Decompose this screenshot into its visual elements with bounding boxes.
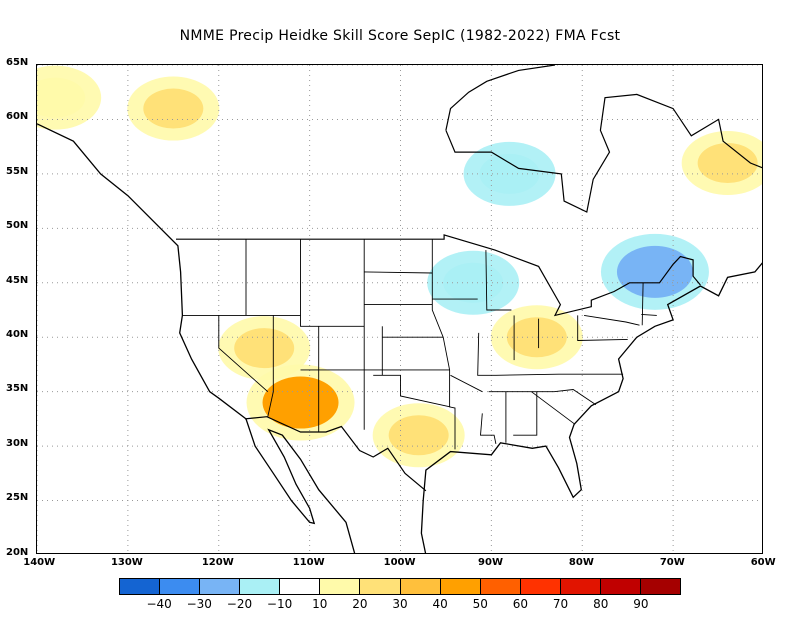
latitude-label: 40N: [6, 329, 29, 340]
state-boundary: [531, 391, 576, 425]
latitude-label: 60N: [6, 111, 29, 123]
southwest-us-positive: [262, 376, 339, 429]
latitude-label: 35N: [6, 383, 29, 395]
colorbar-swatch: [641, 579, 681, 594]
state-boundary: [641, 282, 644, 326]
west-coastline: [37, 123, 356, 553]
quebec-negative: [616, 245, 693, 298]
colorbar: [119, 578, 681, 595]
colorbar-tick-label: −20: [226, 597, 253, 611]
colorbar-swatch: [440, 579, 481, 594]
longitude-label: 110W: [292, 557, 325, 568]
state-boundary: [267, 315, 274, 417]
colorbar-tick-label: 60: [512, 597, 529, 611]
colorbar-swatch: [600, 579, 642, 594]
latitude-label: 20N: [6, 546, 29, 558]
colorbar-tick-label: 20: [352, 597, 368, 611]
colorbar-tick-label: 40: [432, 597, 448, 611]
great-lakes-negative: [443, 262, 504, 303]
colorbar-swatch: [240, 579, 281, 594]
great-basin-positive: [234, 328, 295, 369]
hudson-bay-negative: [479, 153, 540, 194]
longitude-label: 90W: [478, 557, 503, 568]
state-boundary: [373, 374, 451, 408]
latitude-label: 25N: [6, 492, 29, 504]
colorbar-tick-label: 30: [392, 597, 408, 611]
colorbar-tick-label: −30: [186, 597, 212, 611]
colorbar-tick-label: 10: [312, 597, 328, 611]
hudson-bay-coast: [445, 93, 762, 213]
longitude-label: 140W: [23, 557, 56, 568]
map-panel: [36, 64, 763, 554]
longitude-label: 70W: [659, 557, 685, 568]
hudson-bay-west-coast: [445, 65, 556, 131]
state-boundary: [300, 239, 365, 327]
state-boundary: [364, 271, 433, 274]
state-boundary: [513, 391, 538, 436]
state-boundary: [480, 413, 497, 444]
texas-positive: [388, 415, 449, 456]
latitude-label: 65N: [6, 57, 29, 68]
ohio-valley-positive: [506, 317, 567, 358]
state-boundary: [431, 239, 456, 450]
colorbar-tick-label: −40: [146, 597, 172, 611]
colorbar-tick-label: −10: [266, 597, 293, 611]
us-canada-border: [176, 234, 701, 317]
state-boundary: [477, 332, 624, 376]
map-title: NMME Precip Heidke Skill Score SepIC (19…: [179, 28, 621, 44]
alaska-positive: [37, 77, 86, 118]
colorbar-tick-label: 50: [472, 597, 488, 611]
colorbar-swatch: [400, 579, 441, 594]
colorbar-tick-label: 90: [633, 597, 649, 611]
precip-skill-map: [37, 65, 762, 553]
colorbar-swatch: [480, 579, 521, 594]
colorbar-swatch: [120, 579, 161, 594]
state-boundary: [450, 374, 483, 393]
longitude-label: 130W: [110, 557, 143, 568]
state-boundary: [218, 315, 269, 393]
colorbar-swatch: [360, 579, 401, 594]
east-coastline: [420, 262, 762, 553]
colorbar-swatch: [160, 579, 201, 594]
colorbar-swatch: [320, 579, 361, 594]
longitude-label: 60W: [750, 557, 776, 568]
latitude-label: 45N: [6, 274, 29, 286]
colorbar-tick-label: 70: [552, 597, 569, 611]
longitude-label: 80W: [568, 557, 594, 568]
us-mexico-border: [245, 416, 427, 492]
latitude-label: 50N: [6, 220, 29, 232]
latitude-label: 55N: [6, 165, 29, 177]
state-boundary: [485, 250, 512, 311]
longitude-label: 120W: [201, 557, 234, 568]
colorbar-swatch: [520, 579, 561, 594]
colorbar-swatch: [560, 579, 601, 594]
yukon-positive: [143, 88, 204, 129]
state-boundary: [584, 314, 640, 326]
state-boundary: [577, 315, 628, 341]
state-boundary: [488, 389, 597, 406]
colorbar-tick-label: 80: [593, 597, 609, 611]
longitude-label: 100W: [383, 557, 416, 568]
state-boundary: [641, 313, 657, 316]
colorbar-swatch: [200, 579, 241, 594]
latitude-label: 30N: [6, 437, 29, 449]
colorbar-swatch: [280, 579, 321, 594]
labrador-positive: [697, 143, 758, 183]
